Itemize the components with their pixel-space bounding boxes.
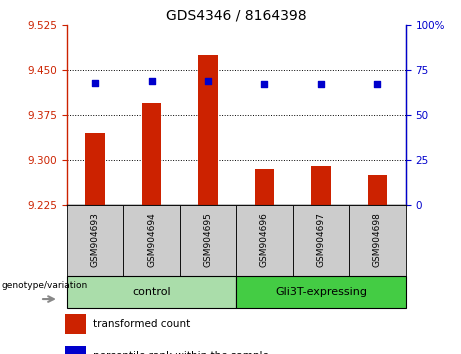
- Text: GSM904695: GSM904695: [203, 212, 213, 267]
- Bar: [198, 55, 218, 205]
- Text: GSM904697: GSM904697: [316, 212, 325, 267]
- Text: Gli3T-expressing: Gli3T-expressing: [275, 287, 367, 297]
- Bar: [67, 276, 236, 308]
- Point: [317, 81, 325, 87]
- Point: [204, 78, 212, 84]
- Bar: [236, 276, 406, 308]
- Bar: [367, 175, 387, 205]
- Point: [91, 80, 99, 85]
- Text: GSM904698: GSM904698: [373, 212, 382, 267]
- Bar: [254, 169, 274, 205]
- Bar: [123, 205, 180, 276]
- Bar: [349, 205, 406, 276]
- Text: percentile rank within the sample: percentile rank within the sample: [93, 351, 269, 354]
- Text: GSM904694: GSM904694: [147, 212, 156, 267]
- Bar: [65, 314, 86, 334]
- Bar: [67, 205, 123, 276]
- Bar: [65, 346, 86, 354]
- Text: GSM904693: GSM904693: [90, 212, 100, 267]
- Bar: [236, 205, 293, 276]
- Point: [261, 81, 268, 87]
- Text: genotype/variation: genotype/variation: [1, 280, 88, 290]
- Text: control: control: [132, 287, 171, 297]
- Bar: [311, 166, 331, 205]
- Bar: [180, 205, 236, 276]
- Text: GSM904696: GSM904696: [260, 212, 269, 267]
- Point: [374, 81, 381, 87]
- Bar: [293, 205, 349, 276]
- Bar: [142, 103, 161, 205]
- Bar: [85, 133, 105, 205]
- Text: transformed count: transformed count: [93, 319, 190, 329]
- Title: GDS4346 / 8164398: GDS4346 / 8164398: [166, 8, 307, 22]
- Point: [148, 78, 155, 84]
